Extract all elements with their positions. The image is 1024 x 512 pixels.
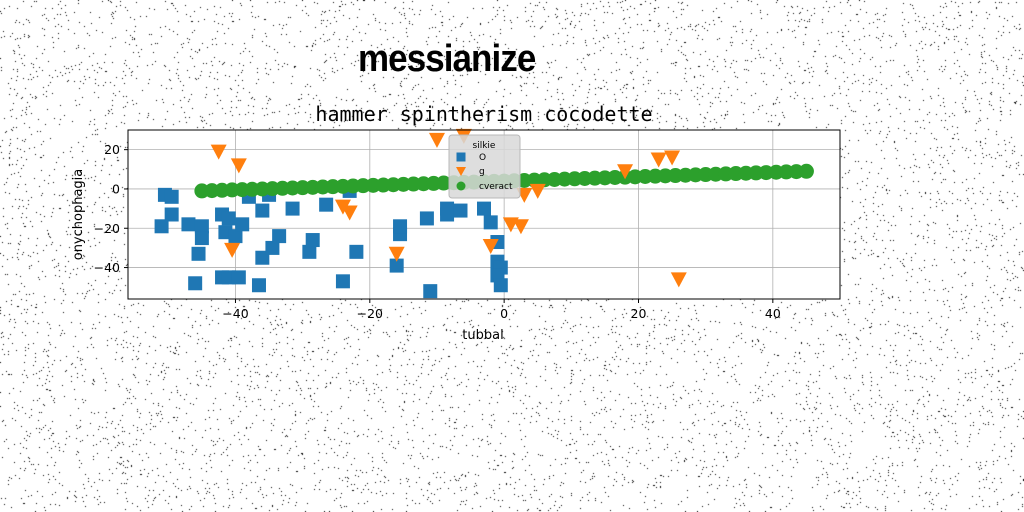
- x-tick-label: 40: [765, 306, 781, 321]
- y-tick-label: −40: [94, 260, 120, 275]
- point-O: [228, 229, 243, 244]
- y-tick-label: 20: [104, 142, 120, 157]
- y-tick-label: 0: [112, 181, 120, 196]
- x-tick-label: 20: [631, 306, 647, 321]
- point-g: [210, 144, 227, 160]
- point-O: [483, 215, 498, 230]
- point-O: [389, 258, 404, 273]
- x-axis-label: tubbal: [462, 328, 503, 343]
- point-O: [251, 278, 266, 293]
- point-O: [188, 276, 203, 291]
- point-g: [670, 272, 687, 288]
- x-tick-label: 0: [500, 306, 508, 321]
- legend-label-g: g: [479, 167, 485, 177]
- point-g: [650, 152, 667, 168]
- point-O: [393, 219, 408, 234]
- point-O: [164, 207, 179, 222]
- point-O: [194, 219, 209, 234]
- point-g: [224, 242, 241, 258]
- legend-title: silkie: [473, 141, 496, 151]
- point-O: [221, 211, 236, 226]
- point-O: [440, 207, 455, 222]
- point-g: [341, 205, 358, 221]
- point-g: [428, 132, 445, 148]
- page-title: messianize: [358, 38, 536, 80]
- point-g: [512, 219, 529, 235]
- legend-marker-cveract: [456, 181, 466, 191]
- point-O: [154, 219, 169, 234]
- point-g: [388, 246, 405, 262]
- legend-label-cveract: cveract: [479, 182, 513, 192]
- point-O: [302, 244, 317, 259]
- point-O: [419, 211, 434, 226]
- point-O: [191, 246, 206, 261]
- point-O: [194, 231, 209, 246]
- axes-frame: [127, 129, 841, 300]
- point-O: [305, 233, 320, 248]
- point-O: [265, 240, 280, 255]
- y-tick-label: −20: [94, 221, 120, 236]
- point-O: [285, 201, 300, 216]
- legend-label-O: O: [479, 153, 486, 163]
- chart-title: hammer spintherism cocodette: [315, 102, 652, 126]
- y-axis-label: onychophagia: [71, 169, 86, 261]
- point-g: [664, 150, 681, 166]
- x-tick-label: −40: [222, 306, 248, 321]
- x-tick-label: −20: [357, 306, 383, 321]
- point-O: [453, 203, 468, 218]
- point-O: [164, 189, 179, 204]
- point-O: [335, 274, 350, 289]
- point-g: [529, 183, 546, 199]
- point-O: [181, 217, 196, 232]
- point-O: [319, 197, 334, 212]
- point-O: [255, 203, 270, 218]
- legend-marker-O: [456, 152, 466, 162]
- point-g: [482, 238, 499, 254]
- point-O: [493, 278, 508, 293]
- point-g: [230, 158, 247, 174]
- point-cveract: [798, 163, 814, 179]
- point-O: [231, 270, 246, 285]
- legend-box: [448, 134, 521, 199]
- legend: silkie Og cveract: [448, 134, 521, 199]
- point-O: [235, 217, 250, 232]
- point-O: [477, 201, 491, 216]
- point-O: [423, 284, 438, 299]
- point-g: [617, 164, 634, 180]
- legend-marker-g: [456, 167, 466, 176]
- point-O: [349, 244, 364, 259]
- point-O: [272, 229, 287, 244]
